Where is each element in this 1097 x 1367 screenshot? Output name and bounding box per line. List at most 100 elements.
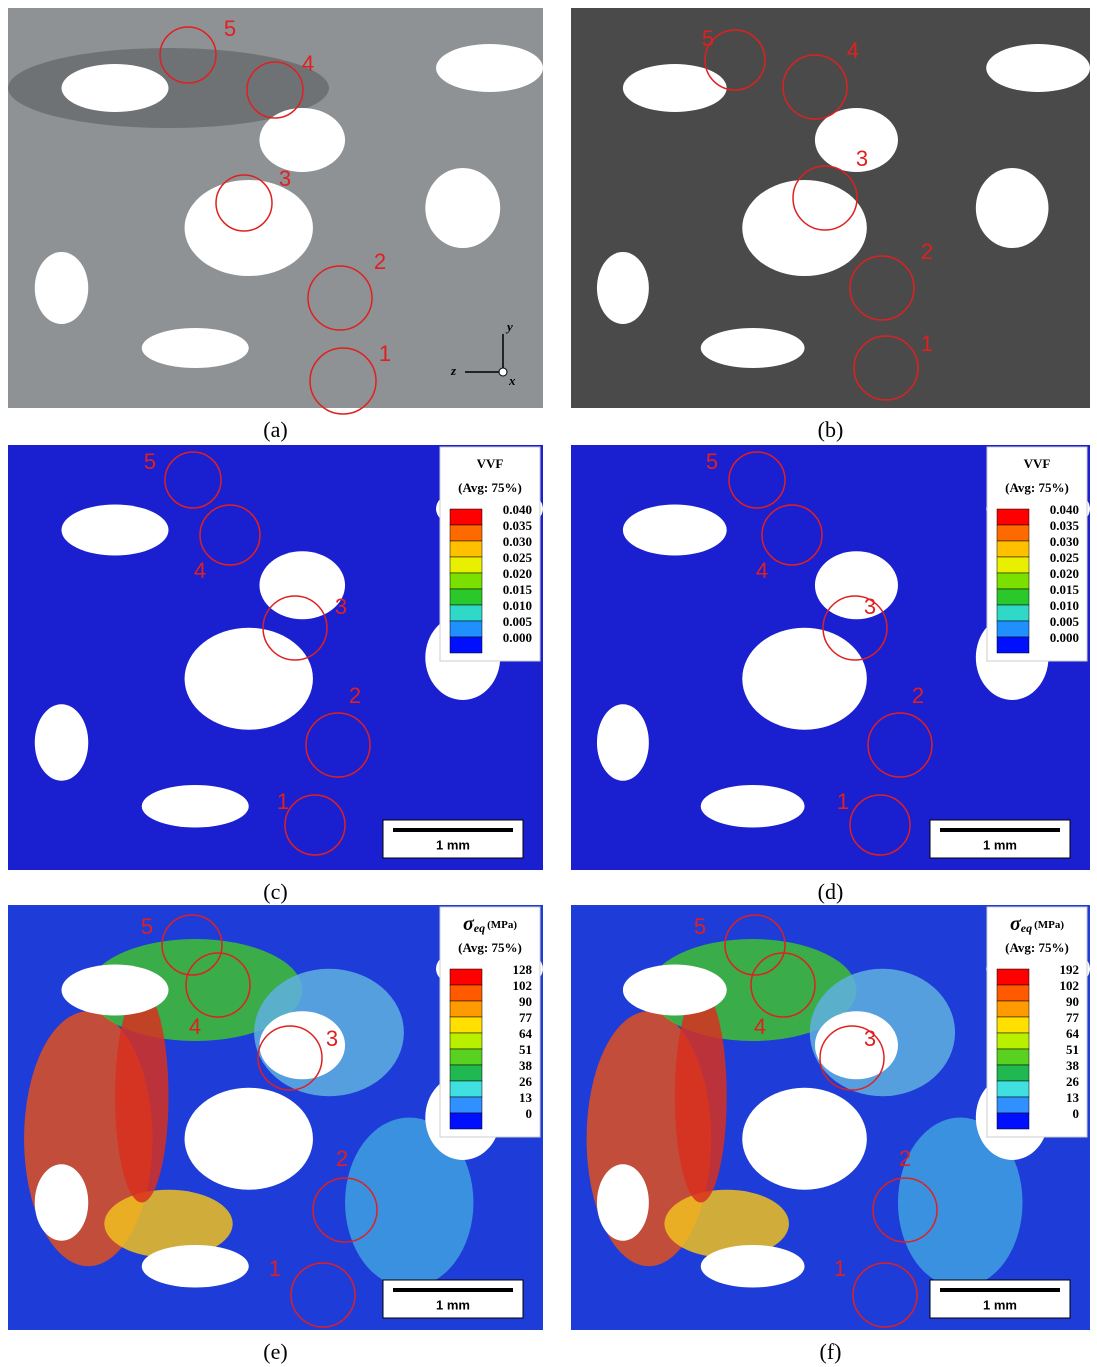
marker-number: 1 [921,331,933,356]
axis-origin [498,367,508,377]
legend-unit: (MPa) [487,919,517,931]
pore [141,1245,249,1288]
panel: 1 2 3 4 5 (f) σeq (MPa) (Avg: 75%) 19210290776451… [571,905,1090,1364]
legend-swatch [996,524,1030,542]
legend-value: 0.030 [1050,534,1079,549]
pore [34,252,89,324]
legend-value: 51 [519,1042,532,1057]
marker-circle [822,595,888,661]
panel-label: (d) [818,879,844,904]
panel: 1 2 3 4 5 (a) y z x [8,8,543,442]
marker-number: 4 [194,558,206,583]
legend-swatch [996,636,1030,654]
marker-number: 4 [302,51,314,76]
marker-number: 1 [837,789,849,814]
legend-value: 192 [1060,962,1080,977]
marker-number: 4 [756,558,768,583]
panel-image [8,8,543,408]
legend-value: 128 [513,962,533,977]
legend-swatch [449,1016,483,1034]
pore [184,1087,313,1190]
legend-value: 0.030 [503,534,532,549]
legend-swatch [449,508,483,526]
legend-swatch [996,620,1030,638]
legend-subtitle: (Avg: 75%) [458,940,522,955]
pore [141,785,249,828]
marker-circle [724,914,786,976]
legend-value: 0.035 [503,518,533,533]
pore [742,1087,867,1190]
marker-circle [257,1025,323,1091]
scale-bar-box [382,1279,524,1319]
marker-circle [867,712,933,778]
marker-number: 4 [847,38,859,63]
marker-circle [305,712,371,778]
marker-circle [852,1262,918,1328]
legend-value: 0.020 [503,566,532,581]
marker-circle [312,1177,378,1243]
marker-number: 1 [834,1256,846,1281]
legend-swatch [449,588,483,606]
panel-label: (e) [263,1339,287,1364]
axis-label: z [450,363,457,378]
pore [742,627,867,730]
legend-swatch [449,1032,483,1050]
legend-unit: (MPa) [1034,919,1064,931]
marker-number: 5 [702,26,714,51]
legend-swatch [996,572,1030,590]
marker-circle [728,451,786,509]
marker-circle [853,335,919,401]
marker-circle [309,347,377,415]
marker-number: 2 [899,1146,911,1171]
legend-value: 0.020 [1050,566,1079,581]
panel-label: (b) [818,417,844,442]
legend-value: 0.025 [1050,550,1080,565]
legend-value: 13 [519,1090,533,1105]
legend-swatch [449,984,483,1002]
legend-swatch [996,1048,1030,1066]
legend-value: 102 [513,978,533,993]
marker-circle [849,255,915,321]
legend-value: 102 [1060,978,1080,993]
legend-value: 26 [519,1074,533,1089]
marker-circle [215,174,273,232]
marker-circle [761,504,823,566]
axis-label: x [508,373,516,388]
legend-value: 0.000 [1050,630,1079,645]
legend-value: 13 [1066,1090,1080,1105]
pore [596,252,649,324]
marker-number: 3 [326,1026,338,1051]
legend-title: VVF [477,456,504,471]
pore [975,168,1049,248]
marker-number: 5 [144,449,156,474]
marker-circle [185,952,251,1018]
pore [436,44,543,92]
legend-value: 0.015 [503,582,533,597]
panel-image [571,905,1090,1330]
pore [814,551,898,620]
legend-swatch [449,540,483,558]
scale-bar-box [929,819,1071,859]
legend-value: 0.005 [503,614,533,629]
legend-swatch [449,556,483,574]
legend-value: 0.040 [503,502,532,517]
pore [700,785,805,828]
marker-number: 3 [856,146,868,171]
legend-swatch [449,1080,483,1098]
legend-value: 77 [519,1010,533,1025]
legend-swatch [996,968,1030,986]
legend-swatch [996,540,1030,558]
legend-swatch [449,968,483,986]
marker-circle [872,1177,938,1243]
legend-swatch [449,1112,483,1130]
pore [61,504,169,556]
legend-swatch [449,1096,483,1114]
pore [700,1245,805,1288]
legend-value: 0.010 [1050,598,1079,613]
legend-swatch [996,1000,1030,1018]
legend-swatch [449,604,483,622]
pore [622,64,727,112]
